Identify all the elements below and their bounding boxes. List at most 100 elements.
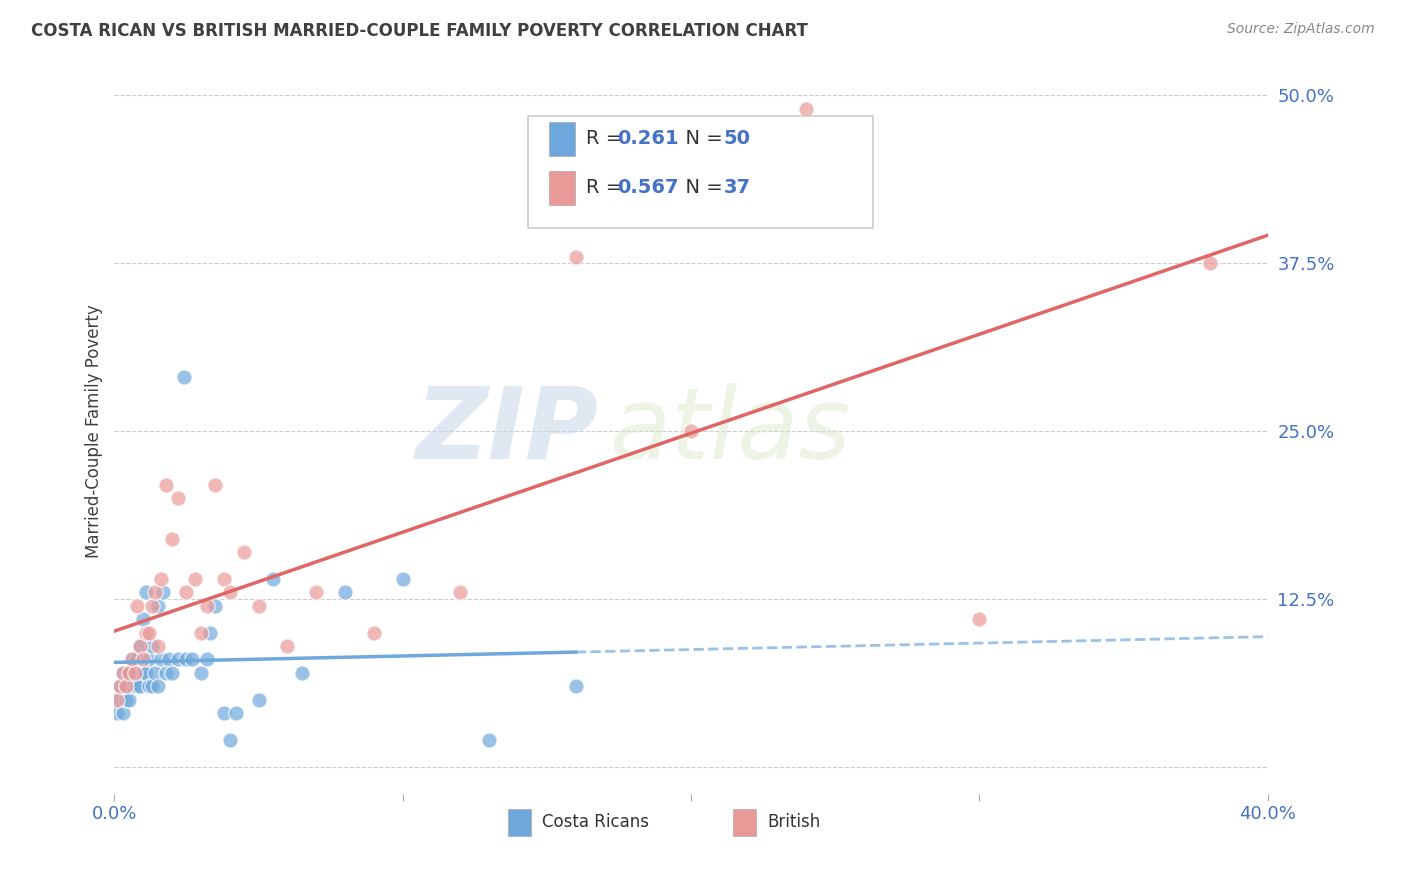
- Point: [276, 639, 298, 653]
- Point: [166, 491, 188, 506]
- Point: [141, 679, 163, 693]
- Text: Costa Ricans: Costa Ricans: [541, 814, 650, 831]
- Point: [121, 652, 143, 666]
- Point: [969, 612, 991, 626]
- Point: [233, 545, 256, 559]
- Point: [204, 599, 226, 613]
- Point: [146, 599, 169, 613]
- Text: COSTA RICAN VS BRITISH MARRIED-COUPLE FAMILY POVERTY CORRELATION CHART: COSTA RICAN VS BRITISH MARRIED-COUPLE FA…: [31, 22, 808, 40]
- Point: [115, 679, 138, 693]
- Point: [176, 652, 198, 666]
- Text: atlas: atlas: [610, 383, 852, 480]
- Point: [212, 706, 235, 720]
- Point: [224, 706, 246, 720]
- Point: [108, 679, 131, 693]
- Point: [149, 652, 172, 666]
- Point: [127, 652, 149, 666]
- Point: [198, 625, 221, 640]
- Point: [363, 625, 385, 640]
- Point: [112, 665, 135, 680]
- Point: [195, 652, 218, 666]
- Point: [135, 665, 157, 680]
- Point: [138, 625, 160, 640]
- Point: [291, 665, 314, 680]
- Point: [195, 599, 218, 613]
- Point: [157, 652, 180, 666]
- Point: [108, 679, 131, 693]
- Point: [218, 585, 240, 599]
- Point: [204, 478, 226, 492]
- Point: [247, 599, 270, 613]
- Point: [146, 679, 169, 693]
- Point: [173, 370, 195, 384]
- Point: [112, 665, 135, 680]
- Point: [143, 665, 166, 680]
- Text: 50: 50: [724, 129, 751, 148]
- Point: [181, 652, 204, 666]
- Point: [796, 102, 818, 116]
- Text: 0.261: 0.261: [617, 129, 679, 148]
- Text: Source: ZipAtlas.com: Source: ZipAtlas.com: [1227, 22, 1375, 37]
- Point: [212, 572, 235, 586]
- Point: [190, 625, 212, 640]
- Point: [135, 585, 157, 599]
- Point: [105, 692, 128, 706]
- Point: [190, 665, 212, 680]
- Text: R =: R =: [586, 129, 628, 148]
- Point: [679, 424, 702, 438]
- Point: [129, 679, 152, 693]
- Point: [129, 639, 152, 653]
- Point: [218, 733, 240, 747]
- Point: [132, 612, 155, 626]
- Point: [449, 585, 471, 599]
- Point: [146, 639, 169, 653]
- Point: [1199, 256, 1222, 270]
- Point: [121, 679, 143, 693]
- Point: [155, 665, 177, 680]
- Point: [564, 250, 586, 264]
- Point: [138, 652, 160, 666]
- Point: [160, 532, 183, 546]
- Point: [333, 585, 356, 599]
- Point: [132, 665, 155, 680]
- Point: [391, 572, 413, 586]
- Point: [118, 692, 141, 706]
- Text: British: British: [766, 814, 820, 831]
- Text: ZIP: ZIP: [416, 383, 599, 480]
- Text: 37: 37: [724, 178, 751, 197]
- Point: [127, 679, 149, 693]
- Point: [247, 692, 270, 706]
- Point: [155, 478, 177, 492]
- Point: [564, 679, 586, 693]
- Point: [129, 639, 152, 653]
- Point: [135, 625, 157, 640]
- Text: N =: N =: [673, 129, 730, 148]
- Y-axis label: Married-Couple Family Poverty: Married-Couple Family Poverty: [86, 304, 103, 558]
- Point: [152, 585, 174, 599]
- Point: [176, 585, 198, 599]
- Point: [118, 665, 141, 680]
- Point: [115, 679, 138, 693]
- Text: N =: N =: [673, 178, 730, 197]
- Text: R =: R =: [586, 178, 628, 197]
- Point: [121, 652, 143, 666]
- Point: [112, 706, 135, 720]
- Point: [478, 733, 501, 747]
- Point: [143, 585, 166, 599]
- Point: [127, 599, 149, 613]
- Point: [118, 665, 141, 680]
- Point: [149, 572, 172, 586]
- Point: [262, 572, 284, 586]
- Point: [124, 665, 146, 680]
- Point: [166, 652, 188, 666]
- Point: [141, 599, 163, 613]
- Point: [105, 706, 128, 720]
- Point: [184, 572, 207, 586]
- Point: [124, 665, 146, 680]
- Point: [108, 692, 131, 706]
- Point: [115, 692, 138, 706]
- Text: 0.567: 0.567: [617, 178, 678, 197]
- Point: [132, 652, 155, 666]
- Point: [141, 639, 163, 653]
- Point: [305, 585, 328, 599]
